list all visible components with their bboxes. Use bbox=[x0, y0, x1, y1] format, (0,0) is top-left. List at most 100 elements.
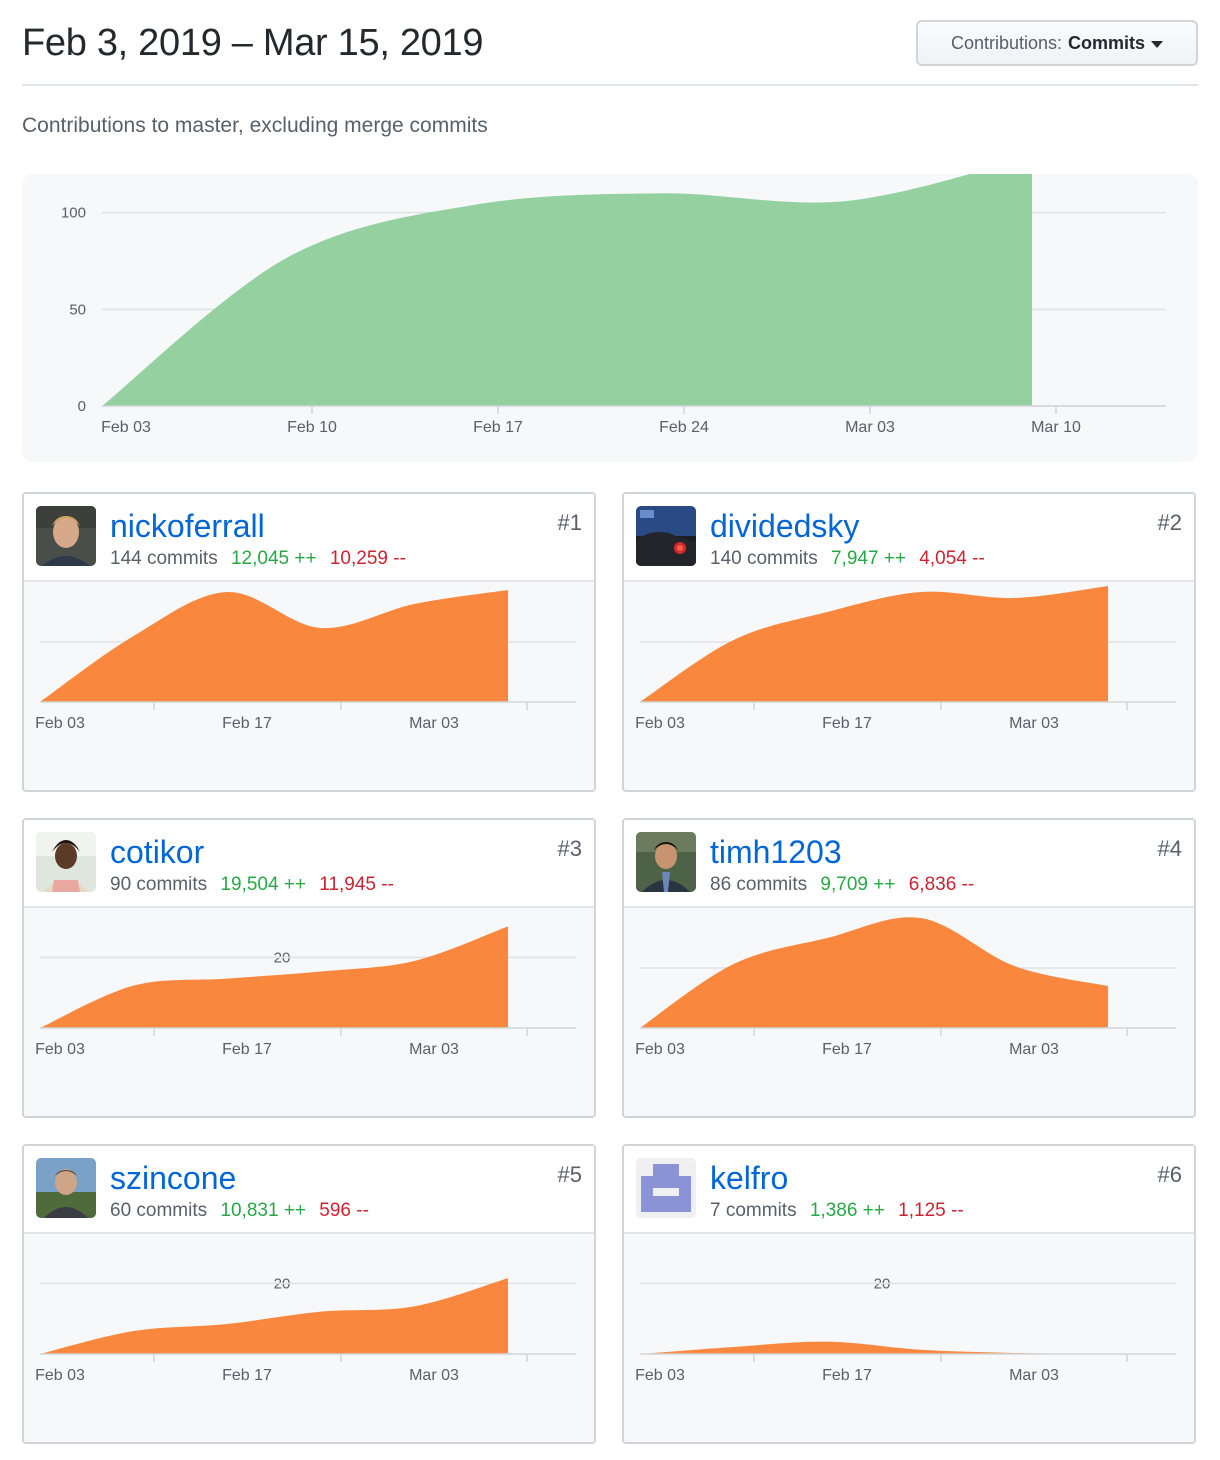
deletions-count: 11,945 -- bbox=[319, 874, 394, 895]
select-value-label: Commits bbox=[1068, 32, 1146, 53]
contributor-card-header: timh1203 #4 86 commits 9,709 ++ 6,836 -- bbox=[624, 820, 1194, 908]
x-tick-label: Feb 17 bbox=[222, 715, 272, 732]
contributor-card: dividedsky #2 140 commits 7,947 ++ 4,054… bbox=[622, 492, 1196, 792]
commit-count-link[interactable]: 60 commits bbox=[110, 1200, 208, 1221]
contributor-chart: Feb 03 Feb 17 Mar 03 bbox=[635, 586, 1176, 732]
contributor-card: nickoferrall #1 144 commits 12,045 ++ 10… bbox=[22, 492, 596, 792]
series-area bbox=[640, 1341, 1108, 1354]
x-tick-label: Feb 24 bbox=[659, 419, 709, 436]
contributor-card-header: nickoferrall #1 144 commits 12,045 ++ 10… bbox=[24, 494, 594, 582]
additions-count: 1,386 ++ bbox=[809, 1200, 885, 1221]
x-tick-label: Feb 03 bbox=[635, 1041, 685, 1058]
series-area bbox=[40, 926, 508, 1028]
deletions-count: 596 -- bbox=[319, 1200, 369, 1221]
avatar[interactable] bbox=[36, 1158, 96, 1218]
avatar[interactable] bbox=[36, 832, 96, 892]
contributor-rank: #1 bbox=[557, 510, 582, 535]
x-tick-label: Mar 10 bbox=[1031, 419, 1081, 436]
x-tick-label: Feb 03 bbox=[101, 419, 151, 436]
contributor-card-header: kelfro #6 7 commits 1,386 ++ 1,125 -- bbox=[624, 1146, 1194, 1234]
contributor-stats: 140 commits 7,947 ++ 4,054 -- bbox=[710, 548, 985, 570]
series-area bbox=[40, 1278, 508, 1354]
additions-count: 10,831 ++ bbox=[220, 1200, 307, 1221]
contributor-card: szincone #5 60 commits 10,831 ++ 596 -- … bbox=[22, 1144, 596, 1444]
commit-count-link[interactable]: 144 commits bbox=[110, 548, 218, 569]
contributor-chart: Feb 03 Feb 17 Mar 03 bbox=[635, 917, 1176, 1058]
contributions-type-select[interactable]: Contributions: Commits bbox=[916, 20, 1198, 66]
avatar[interactable] bbox=[36, 506, 96, 566]
additions-count: 12,045 ++ bbox=[230, 548, 317, 569]
deletions-count: 4,054 -- bbox=[919, 548, 985, 569]
contributor-card: kelfro #6 7 commits 1,386 ++ 1,125 -- 20… bbox=[622, 1144, 1196, 1444]
contributor-card-header: szincone #5 60 commits 10,831 ++ 596 -- bbox=[24, 1146, 594, 1234]
x-tick-label: Mar 03 bbox=[1009, 715, 1059, 732]
caret-down-icon bbox=[1151, 40, 1164, 48]
contributor-rank: #2 bbox=[1157, 510, 1182, 535]
x-tick-label: Feb 17 bbox=[822, 715, 872, 732]
y-tick-label: 0 bbox=[78, 398, 86, 415]
contributor-login-link[interactable]: cotikor bbox=[110, 834, 205, 870]
series-area bbox=[640, 586, 1108, 702]
x-tick-label: Feb 03 bbox=[35, 1367, 85, 1384]
contributor-stats: 90 commits 19,504 ++ 11,945 -- bbox=[110, 874, 394, 896]
y-tick-label: 50 bbox=[69, 301, 86, 318]
x-tick-label: Feb 03 bbox=[635, 715, 685, 732]
contributor-card: timh1203 #4 86 commits 9,709 ++ 6,836 --… bbox=[622, 818, 1196, 1118]
contributor-login-link[interactable]: nickoferrall bbox=[110, 508, 265, 544]
x-tick-label: Feb 17 bbox=[473, 419, 523, 436]
overall-contributions-chart: 0 50 100 Feb 03 Feb 10 Feb 17 Feb 24 Mar 03 Mar … bbox=[22, 174, 1198, 462]
avatar[interactable] bbox=[636, 506, 696, 566]
x-tick-label: Mar 03 bbox=[409, 715, 459, 732]
contributor-chart: Feb 03 Feb 17 Mar 03 bbox=[35, 590, 576, 732]
additions-count: 19,504 ++ bbox=[220, 874, 307, 895]
commit-count-link[interactable]: 86 commits bbox=[710, 874, 808, 895]
y-tick-label: 100 bbox=[61, 205, 86, 222]
x-tick-label: Feb 17 bbox=[222, 1367, 272, 1384]
contributor-rank: #3 bbox=[557, 836, 582, 861]
x-tick-label: Mar 03 bbox=[1009, 1367, 1059, 1384]
series-area bbox=[102, 174, 1032, 406]
x-tick-label: Mar 03 bbox=[409, 1041, 459, 1058]
contributor-stats: 60 commits 10,831 ++ 596 -- bbox=[110, 1200, 369, 1222]
contributor-login-link[interactable]: kelfro bbox=[710, 1160, 789, 1196]
x-tick-label: Feb 17 bbox=[822, 1367, 872, 1384]
overall-chart-svg: 0 50 100 Feb 03 Feb 10 Feb 17 Feb 24 Mar 03 Mar … bbox=[61, 174, 1166, 436]
contributor-stats: 86 commits 9,709 ++ 6,836 -- bbox=[710, 874, 974, 896]
x-tick-label: Feb 17 bbox=[822, 1041, 872, 1058]
contributor-stats: 7 commits 1,386 ++ 1,125 -- bbox=[710, 1200, 964, 1222]
contributor-card-header: dividedsky #2 140 commits 7,947 ++ 4,054… bbox=[624, 494, 1194, 582]
avatar[interactable] bbox=[636, 1158, 696, 1218]
contributor-login-link[interactable]: dividedsky bbox=[710, 508, 860, 544]
commit-count-link[interactable]: 90 commits bbox=[110, 874, 208, 895]
contributor-rank: #4 bbox=[1157, 836, 1182, 861]
deletions-count: 6,836 -- bbox=[908, 874, 975, 895]
date-range-title: Feb 3, 2019 – Mar 15, 2019 bbox=[22, 22, 484, 64]
x-tick-label: Feb 03 bbox=[35, 715, 85, 732]
x-tick-label: Mar 03 bbox=[1009, 1041, 1059, 1058]
contributor-login-link[interactable]: szincone bbox=[110, 1160, 237, 1196]
contributor-stats: 144 commits 12,045 ++ 10,259 -- bbox=[110, 548, 406, 570]
additions-count: 9,709 ++ bbox=[820, 874, 896, 895]
x-tick-label: Feb 10 bbox=[287, 419, 337, 436]
additions-count: 7,947 ++ bbox=[830, 548, 907, 569]
contributor-login-link[interactable]: timh1203 bbox=[710, 834, 842, 870]
avatar[interactable] bbox=[636, 832, 696, 892]
contributor-card-header: cotikor #3 90 commits 19,504 ++ 11,945 -… bbox=[24, 820, 594, 908]
deletions-count: 1,125 -- bbox=[898, 1200, 964, 1221]
x-tick-label: Feb 17 bbox=[222, 1041, 272, 1058]
x-tick-label: Mar 03 bbox=[409, 1367, 459, 1384]
x-tick-label: Mar 03 bbox=[845, 419, 895, 436]
x-tick-label: Feb 03 bbox=[635, 1367, 685, 1384]
page-header: Feb 3, 2019 – Mar 15, 2019 Contributions… bbox=[22, 0, 1198, 86]
contributor-rank: #5 bbox=[557, 1162, 582, 1187]
series-area bbox=[640, 917, 1108, 1028]
commit-count-link[interactable]: 140 commits bbox=[710, 548, 818, 569]
series-area bbox=[40, 590, 508, 702]
deletions-count: 10,259 -- bbox=[329, 548, 406, 569]
commit-count-link[interactable]: 7 commits bbox=[710, 1200, 797, 1221]
contributor-rank: #6 bbox=[1157, 1162, 1182, 1187]
x-tick-label: Feb 03 bbox=[35, 1041, 85, 1058]
select-prefix-label: Contributions: bbox=[950, 32, 1063, 53]
